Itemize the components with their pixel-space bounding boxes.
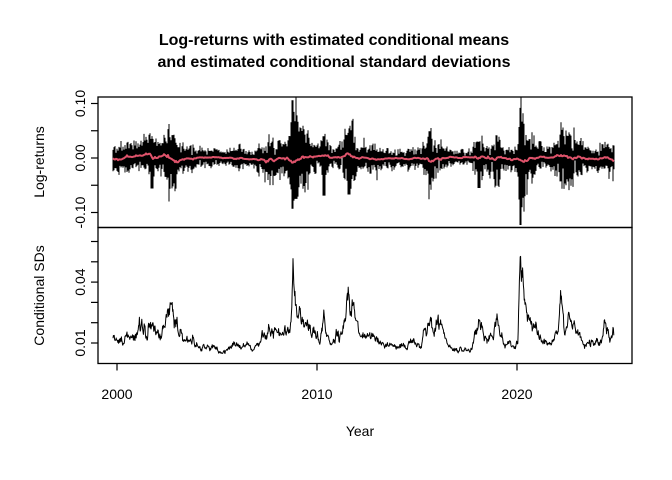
x-axis-title: Year	[346, 423, 375, 439]
sd-y-tick-label: 0.01	[72, 329, 88, 356]
returns-y-axis-title: Log-returns	[31, 126, 47, 198]
conditional-sd-series	[112, 255, 615, 354]
returns-panel-series	[112, 97, 615, 225]
returns-y-tick-label: 0.00	[72, 144, 88, 171]
x-tick-label: 2020	[501, 386, 532, 402]
returns-y-tick-label: -0.10	[72, 196, 88, 228]
sd-y-tick-label: 0.04	[72, 268, 88, 295]
conditional-mean-line	[112, 152, 615, 164]
sd-y-axis-title: Conditional SDs	[31, 245, 47, 345]
sd-panel-frame	[97, 226, 633, 365]
chart-title-line2: and estimated conditional standard devia…	[158, 54, 511, 71]
x-tick-label: 2000	[101, 386, 132, 402]
axis-ticks: 2000 2010 2020 0.10 0.00 -0.10 0.01 0.04	[72, 90, 533, 402]
chart-title-line1: Log-returns with estimated conditional m…	[159, 32, 509, 49]
x-tick-label: 2010	[301, 386, 332, 402]
sd-panel-series	[112, 255, 615, 354]
returns-y-tick-label: 0.10	[72, 90, 88, 117]
